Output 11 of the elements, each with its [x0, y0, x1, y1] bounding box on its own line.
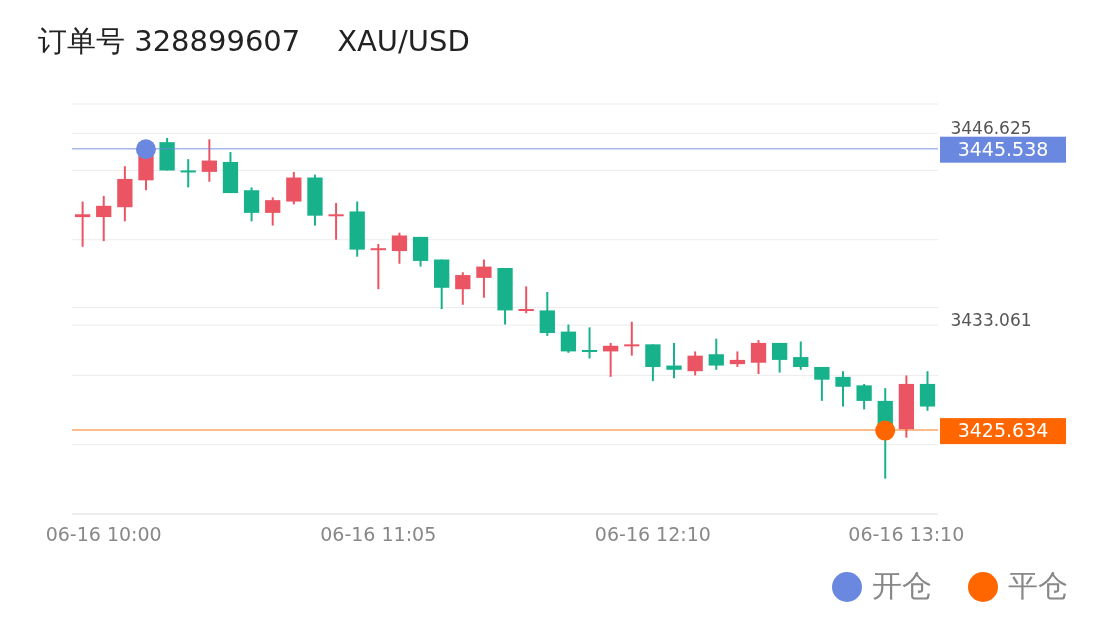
chart-title: 订单号 328899607 XAU/USD [37, 23, 471, 60]
x-tick-label: 06-16 12:10 [594, 523, 711, 546]
ref-line-label: 3445.538 [957, 137, 1049, 160]
legend-label: 平仓 [1008, 567, 1068, 605]
legend-label: 开仓 [872, 567, 932, 605]
x-tick-label: 06-16 11:05 [320, 523, 437, 546]
y-tick-label: 3433.061 [950, 310, 1032, 331]
y-tick-label: 3446.625 [950, 118, 1032, 139]
ref-line-label: 3425.634 [957, 419, 1049, 442]
x-tick-label: 06-16 10:00 [45, 523, 162, 546]
x-tick-label: 06-16 13:10 [848, 523, 965, 546]
